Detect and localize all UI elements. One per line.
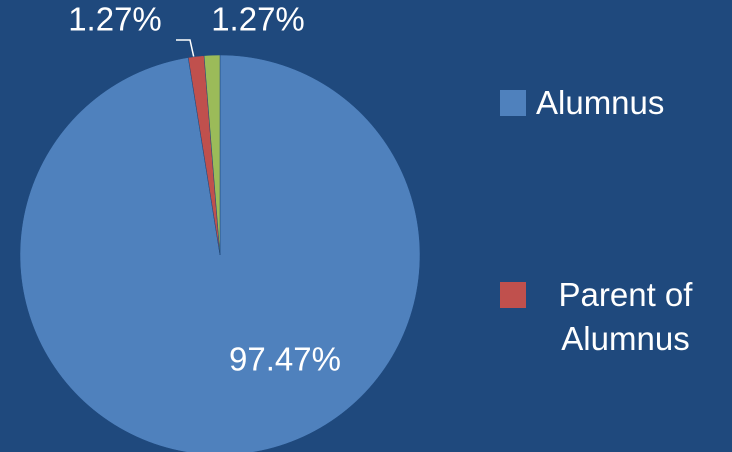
data-label: 1.27% [68, 1, 162, 38]
pie-slice [203, 54, 221, 256]
leader-line [176, 39, 195, 59]
data-label: 97.47% [229, 341, 341, 378]
legend-swatch [500, 282, 526, 308]
legend-swatch [500, 90, 526, 116]
data-label: 1.27% [211, 1, 305, 38]
legend-item: Alumnus [500, 81, 715, 125]
legend-label: Alumnus [536, 84, 665, 121]
pie-slice [19, 54, 421, 452]
legend-item: Parent of Alumnus [500, 273, 715, 361]
legend-label: Parent of Alumnus [558, 276, 693, 357]
